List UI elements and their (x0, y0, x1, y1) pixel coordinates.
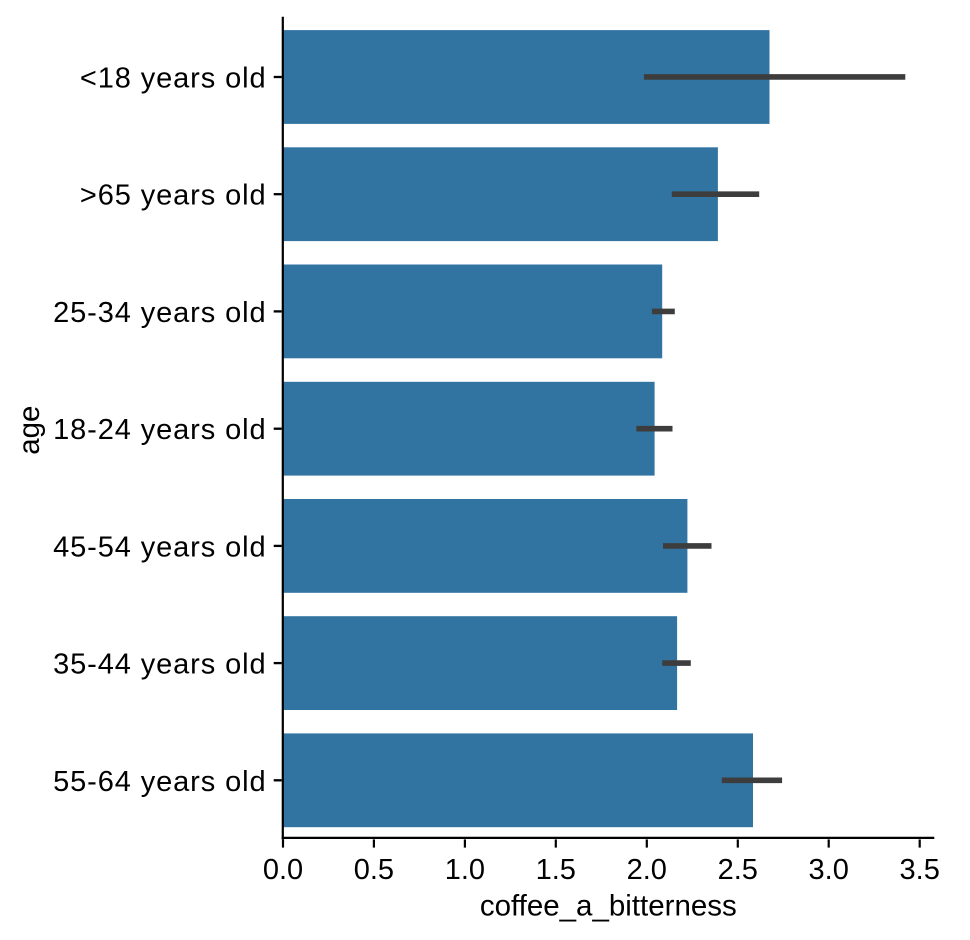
svg-text:1.5: 1.5 (536, 854, 576, 886)
svg-text:18-24 years old: 18-24 years old (53, 414, 266, 446)
svg-text:1.0: 1.0 (445, 854, 485, 886)
svg-text:2.0: 2.0 (627, 854, 667, 886)
svg-text:35-44 years old: 35-44 years old (53, 649, 266, 681)
svg-text:3.0: 3.0 (809, 854, 849, 886)
svg-text:25-34 years old: 25-34 years old (53, 297, 266, 329)
svg-text:age: age (13, 406, 46, 455)
svg-text:45-54 years old: 45-54 years old (53, 531, 266, 563)
svg-text:0.5: 0.5 (354, 854, 394, 886)
svg-text:3.5: 3.5 (900, 854, 940, 886)
svg-text:2.5: 2.5 (718, 854, 758, 886)
svg-text:55-64 years old: 55-64 years old (53, 766, 266, 798)
svg-text:>65 years old: >65 years old (80, 180, 267, 212)
svg-text:<18 years old: <18 years old (80, 63, 267, 95)
svg-text:coffee_a_bitterness: coffee_a_bitterness (480, 890, 737, 923)
svg-text:0.0: 0.0 (263, 854, 303, 886)
